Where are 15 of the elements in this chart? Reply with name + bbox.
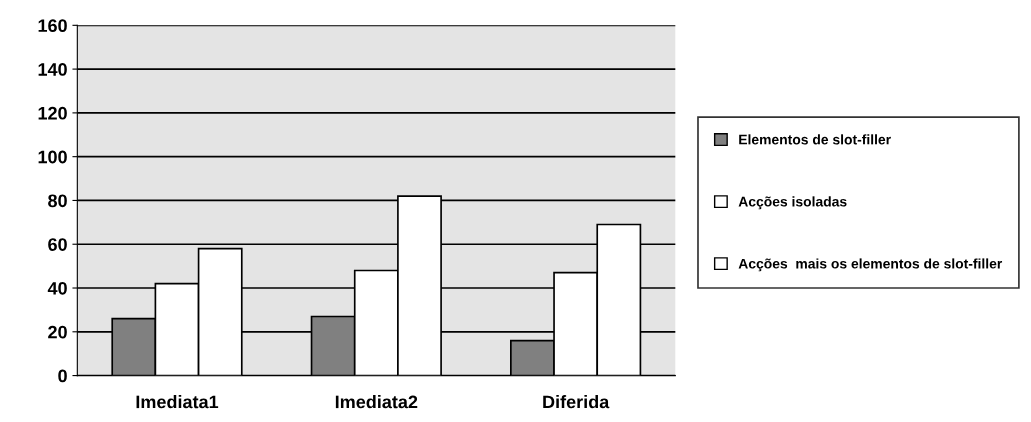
y-tick-label: 20 — [48, 325, 67, 339]
y-tick-label: 120 — [38, 106, 67, 120]
x-tick-label: Imediata1 — [136, 395, 219, 409]
x-tick-label: Diferida — [543, 395, 610, 409]
y-tick-label: 100 — [38, 150, 67, 164]
y-tick-label: 140 — [38, 63, 67, 76]
y-tick-label: 0 — [58, 369, 67, 383]
y-tick-label: 40 — [47, 281, 67, 295]
y-tick-label: 80 — [48, 194, 67, 208]
legend-label: Elementos de slot-filler — [739, 134, 891, 145]
x-tick-label: Imediata2 — [335, 395, 418, 409]
y-tick-label: 160 — [38, 19, 67, 33]
legend-label: Acções mais os elementos de slot-filler — [738, 258, 1003, 272]
y-tick-label: 60 — [48, 238, 67, 251]
legend-label: Acções isoladas — [738, 196, 847, 210]
